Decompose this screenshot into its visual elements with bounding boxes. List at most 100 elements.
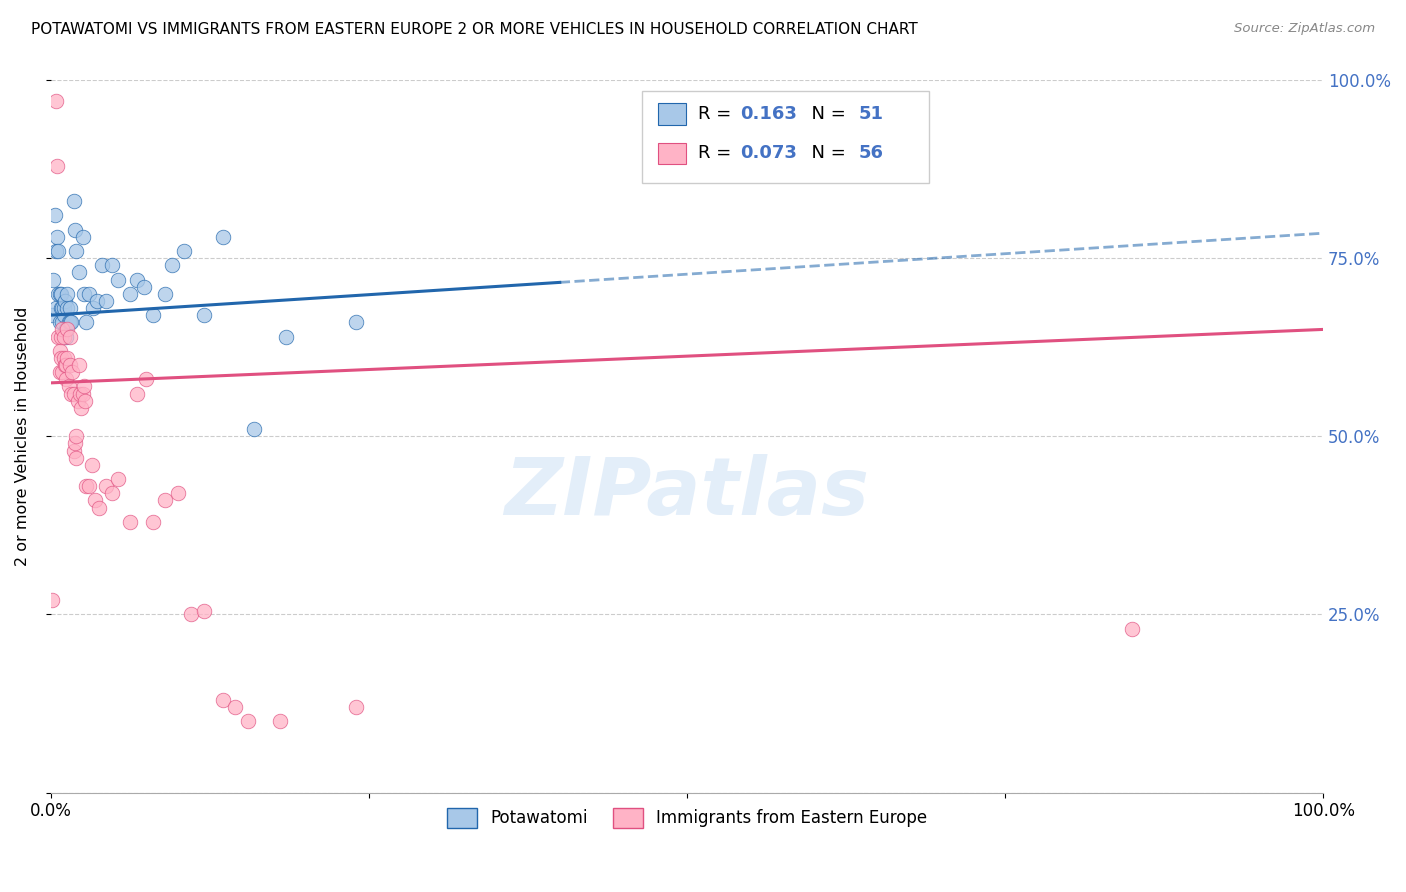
Point <box>44 208 66 222</box>
Text: POTAWATOMI VS IMMIGRANTS FROM EASTERN EUROPE 2 OR MORE VEHICLES IN HOUSEHOLD COR: POTAWATOMI VS IMMIGRANTS FROM EASTERN EU… <box>31 22 918 37</box>
Point <box>69 386 91 401</box>
Point <box>52 351 75 365</box>
Point <box>65 450 87 465</box>
Point <box>49 351 72 365</box>
Text: R =: R = <box>699 105 737 123</box>
Point <box>86 293 108 308</box>
Point <box>63 436 86 450</box>
Point <box>45 301 67 315</box>
Point <box>49 286 72 301</box>
Point <box>65 244 87 258</box>
Point <box>48 329 70 343</box>
Point <box>62 365 84 379</box>
Point <box>101 258 124 272</box>
Point <box>94 479 117 493</box>
Point <box>45 95 67 109</box>
Point <box>173 244 195 258</box>
Point <box>127 272 149 286</box>
Point <box>101 486 124 500</box>
Point <box>107 472 129 486</box>
Point <box>56 286 79 301</box>
Point <box>160 258 183 272</box>
Point <box>211 229 233 244</box>
Point <box>77 479 100 493</box>
Point <box>56 322 79 336</box>
Text: 0.163: 0.163 <box>741 105 797 123</box>
Point <box>269 714 291 729</box>
Point <box>51 322 73 336</box>
Text: N =: N = <box>800 105 852 123</box>
Text: 51: 51 <box>859 105 884 123</box>
Point <box>46 159 69 173</box>
Point <box>48 286 70 301</box>
Point <box>56 301 79 315</box>
Text: N =: N = <box>800 145 852 162</box>
Point <box>243 422 266 436</box>
Point <box>51 365 73 379</box>
Point <box>46 229 69 244</box>
Text: 0.073: 0.073 <box>741 145 797 162</box>
Point <box>48 315 70 329</box>
Point <box>52 301 75 315</box>
Point <box>94 293 117 308</box>
Point <box>82 301 104 315</box>
Point <box>51 315 73 329</box>
Point <box>55 329 77 343</box>
Point <box>72 229 94 244</box>
Point <box>66 393 89 408</box>
Y-axis label: 2 or more Vehicles in Household: 2 or more Vehicles in Household <box>15 307 30 566</box>
Text: ZIPatlas: ZIPatlas <box>505 454 869 533</box>
Point <box>55 322 77 336</box>
Point <box>62 443 84 458</box>
Point <box>67 358 90 372</box>
Point <box>48 365 70 379</box>
Point <box>73 379 96 393</box>
Point <box>211 693 233 707</box>
Bar <box>658 103 686 125</box>
Point <box>75 393 97 408</box>
Point <box>142 308 165 322</box>
Bar <box>643 91 929 184</box>
Point <box>135 372 157 386</box>
Text: Source: ZipAtlas.com: Source: ZipAtlas.com <box>1234 22 1375 36</box>
Point <box>53 358 76 372</box>
Point <box>80 458 103 472</box>
Point <box>58 315 80 329</box>
Legend: Potawatomi, Immigrants from Eastern Europe: Potawatomi, Immigrants from Eastern Euro… <box>440 802 934 834</box>
Point <box>89 500 111 515</box>
Point <box>155 286 177 301</box>
Point <box>193 604 215 618</box>
Point <box>59 315 82 329</box>
Point <box>70 401 93 415</box>
Point <box>59 358 82 372</box>
Point <box>67 265 90 279</box>
Point <box>107 272 129 286</box>
Point <box>118 286 141 301</box>
Point <box>193 308 215 322</box>
Point <box>62 194 84 208</box>
Point <box>344 315 367 329</box>
Point <box>224 700 246 714</box>
Point <box>49 329 72 343</box>
Point <box>276 329 298 343</box>
Point <box>49 301 72 315</box>
Point <box>53 293 76 308</box>
Point <box>167 486 190 500</box>
Point <box>56 351 79 365</box>
Point <box>90 258 112 272</box>
Point <box>180 607 202 622</box>
Point <box>75 315 97 329</box>
Text: R =: R = <box>699 145 737 162</box>
Point <box>118 515 141 529</box>
Point <box>51 301 73 315</box>
Point <box>63 222 86 236</box>
Point <box>127 386 149 401</box>
Point <box>60 315 83 329</box>
Point <box>48 286 70 301</box>
Point <box>62 386 84 401</box>
Point <box>41 308 63 322</box>
Point <box>60 386 83 401</box>
Point <box>77 286 100 301</box>
Point <box>48 244 70 258</box>
Point <box>59 301 82 315</box>
